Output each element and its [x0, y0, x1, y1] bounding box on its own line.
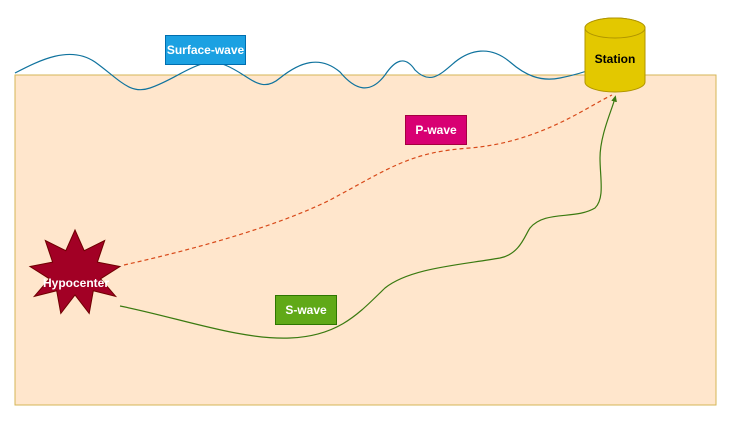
p-wave-label: P-wave: [405, 115, 467, 145]
s-wave-path: [119, 95, 617, 339]
s-wave-label: S-wave: [275, 295, 337, 325]
hypocenter-star: [28, 228, 122, 315]
ground-layer: [14, 74, 717, 406]
surface-wave-label: Surface-wave: [165, 35, 246, 65]
station-label: Station: [594, 52, 636, 66]
p-wave-path: [123, 94, 613, 266]
surface-wave-line: [14, 50, 596, 91]
station-cylinder: [584, 17, 646, 93]
hypocenter-label: Hypocenter: [42, 276, 110, 290]
